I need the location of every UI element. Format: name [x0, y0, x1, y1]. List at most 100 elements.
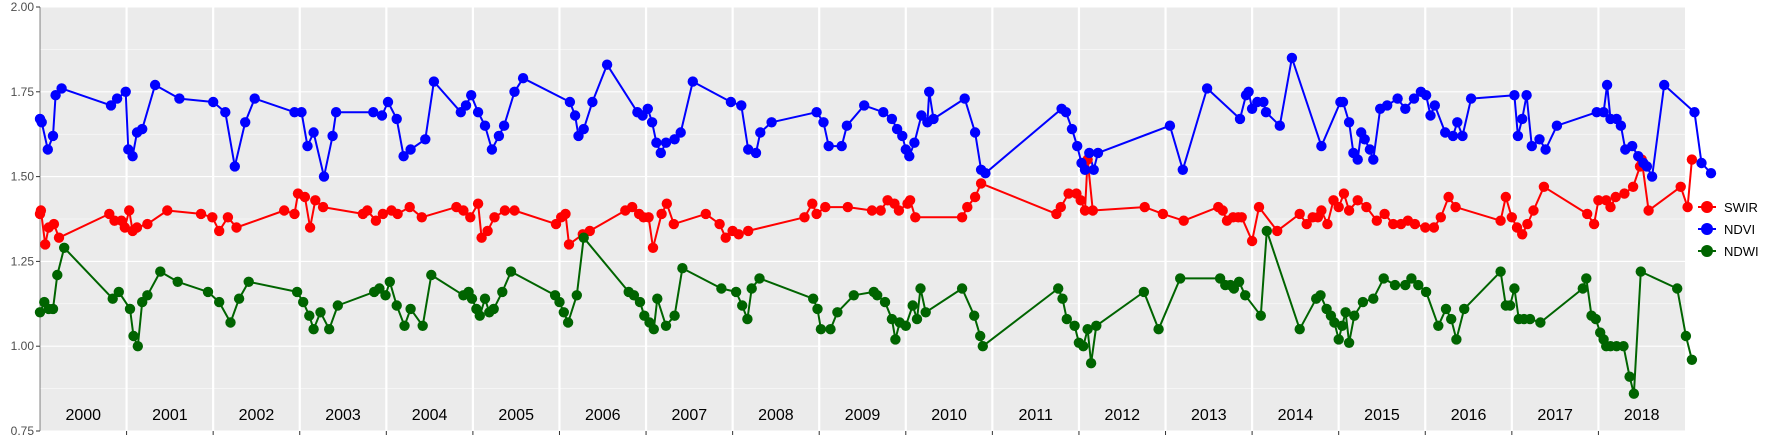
ndwi-data-point [1618, 341, 1629, 352]
ndvi-data-point [229, 161, 240, 172]
ndwi-data-point [142, 290, 153, 301]
ndvi-data-point [836, 140, 847, 152]
swir-legend-label: SWIR [1724, 200, 1758, 215]
swir-data-point [304, 222, 316, 233]
swir-data-point [214, 225, 225, 237]
swir-data-point [1087, 205, 1099, 216]
ndwi-data-point [872, 290, 883, 301]
swir-data-point [1338, 188, 1350, 199]
swir-data-point [1495, 215, 1506, 226]
ndvi-data-point [1425, 110, 1436, 121]
year-label: 2002 [239, 407, 275, 424]
swir-data-point [1301, 218, 1312, 230]
ndwi-data-point [1400, 279, 1411, 291]
year-label: 2010 [931, 407, 967, 424]
swir-data-point [700, 208, 711, 220]
ndwi-data-point [291, 286, 303, 298]
ndwi-data-point [1294, 324, 1305, 335]
swir-data-point [661, 198, 672, 209]
swir-data-point [458, 205, 469, 216]
swir-data-point [904, 195, 916, 206]
swir-data-point [720, 232, 731, 243]
ndwi-data-point [1686, 354, 1698, 365]
ndwi-data-point [1509, 283, 1520, 294]
ndwi-data-point [488, 303, 499, 315]
ndwi-data-point [1406, 273, 1417, 284]
ndwi-data-point [1057, 293, 1068, 304]
ndwi-data-point [1261, 225, 1273, 237]
ndwi-data-point [648, 324, 659, 335]
ndwi-data-point [977, 341, 988, 352]
year-label: 2005 [498, 407, 534, 424]
ndvi-data-point [420, 134, 431, 145]
ndvi-data-point [818, 117, 829, 128]
ndwi-legend-label: NDWI [1724, 244, 1759, 259]
ndwi-data-point [132, 341, 143, 352]
ndvi-data-point [302, 140, 313, 152]
ndvi-data-point [1260, 107, 1272, 118]
ndwi-data-point [1082, 324, 1093, 335]
ndvi-data-point [660, 137, 672, 148]
ndwi-data-point [34, 307, 46, 318]
swir-data-point [416, 212, 427, 223]
ndvi-data-point [1526, 140, 1538, 152]
ndvi-data-point [651, 137, 662, 148]
ndwi-data-point [298, 296, 309, 308]
swir-data-point [222, 212, 234, 223]
ndwi-data-point [1340, 307, 1351, 318]
y-tick-label: 1.25 [11, 254, 35, 268]
swir-data-point [811, 208, 822, 220]
ndwi-data-point [304, 310, 315, 321]
ndwi-data-point [417, 320, 428, 331]
swir-data-point [1272, 225, 1283, 237]
year-labels: 2000 2001 2002 2003 2004 2005 2006 2007 2008 2009… [65, 407, 1659, 424]
ndwi-data-point [466, 293, 478, 304]
ndwi-data-point [1343, 337, 1355, 348]
swir-data-point [289, 208, 300, 220]
y-axis: 0.75 1.00 1.25 1.50 1.75 2.00 [11, 0, 41, 438]
ndvi-data-point [642, 103, 653, 115]
swir-legend-marker [1701, 201, 1713, 213]
ndwi-data-point [1420, 286, 1432, 298]
ndwi-data-point [155, 266, 166, 277]
ndwi-data-point [1389, 279, 1401, 291]
year-label: 2003 [325, 407, 361, 424]
swir-data-point [1055, 201, 1067, 213]
ndvi-data-point [675, 127, 686, 138]
ndwi-data-point [324, 324, 335, 335]
year-label: 2000 [65, 407, 101, 424]
swir-data-point [53, 232, 65, 243]
ndwi-data-point [214, 296, 225, 308]
ndvi-data-point [725, 96, 737, 108]
year-label: 2008 [758, 407, 794, 424]
ndvi-data-point [1452, 117, 1463, 128]
swir-data-point [962, 201, 973, 213]
ndwi-data-point [172, 276, 183, 287]
ndvi-data-point [1540, 144, 1551, 155]
ndvi-data-point [841, 120, 853, 131]
swir-data-point [1610, 191, 1621, 203]
ndvi-data-point [472, 107, 484, 118]
ndvi-legend-marker [1701, 223, 1713, 235]
ndvi-data-point [1615, 120, 1627, 131]
year-label: 2015 [1364, 407, 1400, 424]
y-tick-label: 1.50 [11, 170, 35, 184]
ndvi-data-point [1465, 93, 1477, 104]
swir-data-point [1075, 195, 1086, 206]
ndvi-data-point [904, 151, 915, 162]
ndwi-data-point [737, 300, 748, 311]
ndvi-data-point [50, 90, 61, 101]
ndvi-data-point [460, 100, 472, 111]
ndwi-data-point [225, 317, 236, 328]
ndvi-data-point [959, 93, 970, 104]
swir-data-point [799, 212, 810, 223]
ndwi-data-point [1138, 286, 1150, 298]
year-label: 2012 [1104, 407, 1140, 424]
ndwi-data-point [1053, 283, 1064, 294]
ndwi-data-point [730, 286, 742, 298]
ndwi-data-point [1635, 266, 1647, 277]
ndvi-data-point [398, 151, 409, 162]
swir-data-point [1538, 181, 1550, 192]
year-label: 2014 [1278, 407, 1314, 424]
ndwi-data-point [1255, 310, 1267, 321]
